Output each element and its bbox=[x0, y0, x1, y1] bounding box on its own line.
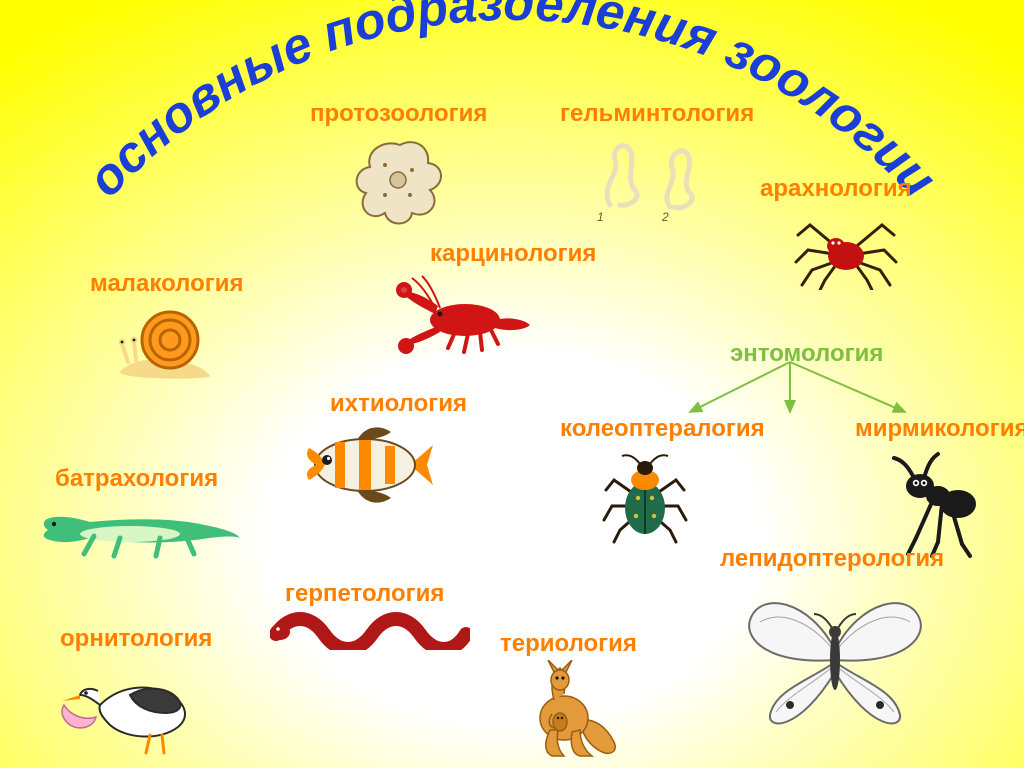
carcinology-icon bbox=[390, 270, 540, 360]
batrachology-icon bbox=[40, 500, 240, 560]
ichthyology-icon bbox=[295, 420, 435, 510]
protozoology-label: протозоология bbox=[310, 100, 487, 128]
lepidopterology-icon bbox=[740, 580, 930, 740]
batrachology-label: батрахология bbox=[55, 465, 218, 493]
malacology-label: малакология bbox=[90, 270, 243, 298]
diagram-stage: основные подразделения зоологии протозоо… bbox=[0, 0, 1024, 768]
entomology-label: энтомология bbox=[730, 340, 883, 368]
carcinology-label: карцинология bbox=[430, 240, 596, 268]
ornithology-icon bbox=[60, 655, 220, 755]
coleopterology-label: колеоптералогия bbox=[560, 415, 765, 443]
protozoology-icon bbox=[350, 135, 450, 225]
malacology-icon bbox=[110, 300, 220, 385]
myrmecology-label: мирмикология bbox=[855, 415, 1024, 443]
arachnology-icon bbox=[790, 210, 900, 290]
ornithology-label: орнитология bbox=[60, 625, 212, 653]
theriology-label: териология bbox=[500, 630, 637, 658]
coleopterology-icon bbox=[600, 450, 690, 545]
myrmecology-icon bbox=[880, 450, 990, 560]
theriology-icon bbox=[510, 660, 620, 760]
helminthology-label: гельминтология bbox=[560, 100, 754, 128]
herpetology-label: герпетология bbox=[285, 580, 444, 608]
arachnology-label: арахнология bbox=[760, 175, 912, 203]
lepidopterology-label: лепидоптерология bbox=[720, 545, 944, 573]
herpetology-icon bbox=[270, 610, 470, 650]
ichthyology-label: ихтиология bbox=[330, 390, 467, 418]
helminthology-icon bbox=[590, 135, 710, 215]
